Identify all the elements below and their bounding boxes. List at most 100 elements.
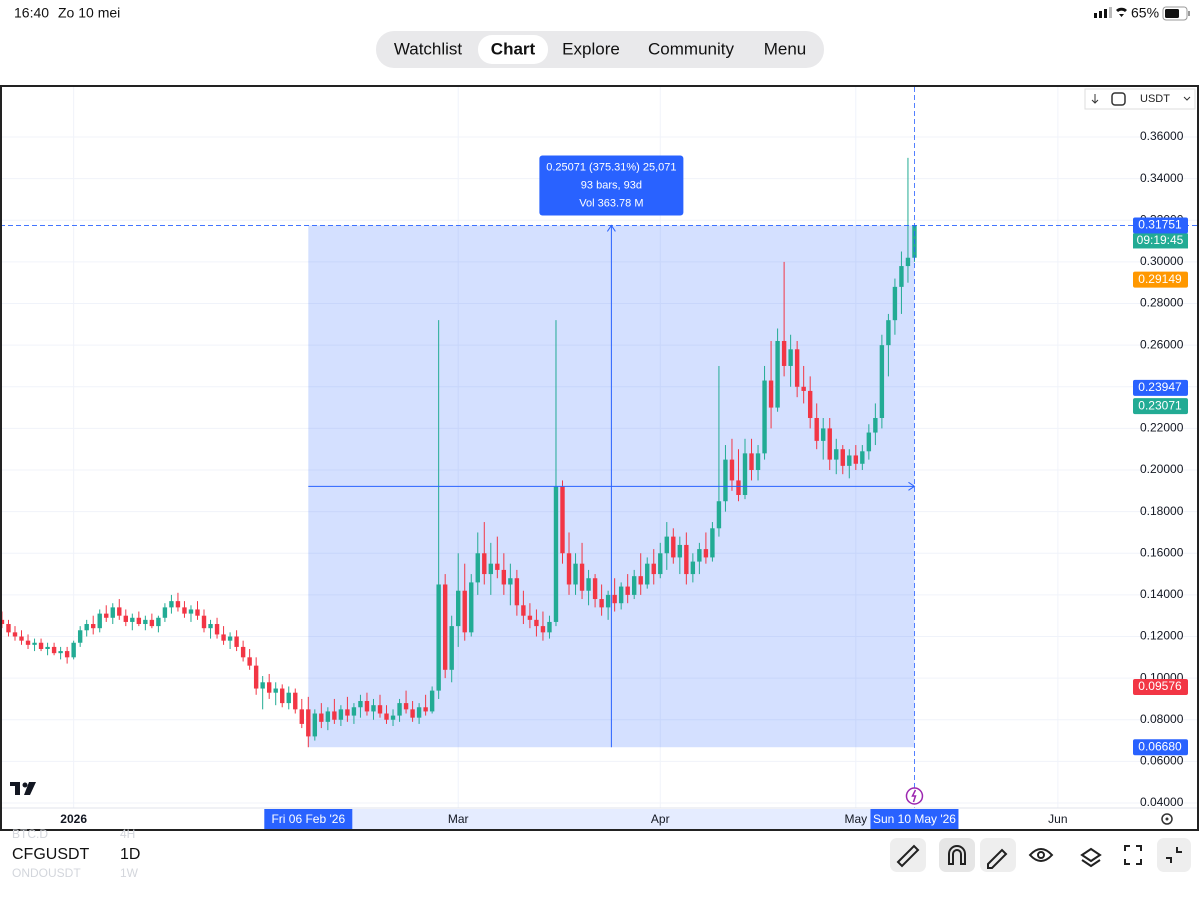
candle-body <box>768 380 774 408</box>
candle-body <box>801 386 806 391</box>
crosshair-x-label: Fri 06 Feb '26 <box>271 812 345 826</box>
candle-body <box>319 713 324 722</box>
candle-body <box>599 599 604 608</box>
candle-body <box>345 709 350 716</box>
candle-body <box>332 711 337 720</box>
nav-tab[interactable]: Explore <box>562 39 620 58</box>
currency[interactable]: USDT <box>1140 93 1170 105</box>
dropdown-arrow[interactable] <box>1183 96 1191 101</box>
candle-body <box>710 528 715 558</box>
candle-body <box>579 563 585 591</box>
candle-body <box>110 607 115 618</box>
magnet-icon <box>948 845 966 865</box>
x-tick-label: 2026 <box>60 812 87 826</box>
toolbar-icons <box>890 838 1191 872</box>
candle-body <box>169 601 174 608</box>
nav-tabs: Watchlist Chart Explore Community Menu <box>394 35 806 64</box>
price-label: 0.29149 <box>1138 272 1182 286</box>
scale-icon[interactable] <box>1111 92 1126 106</box>
status-time: 16:40 <box>14 5 49 21</box>
candle-body <box>658 553 663 575</box>
candle-body <box>221 634 226 641</box>
candle-body <box>97 613 102 629</box>
candle-body <box>612 594 617 604</box>
candle-body <box>449 626 454 670</box>
price-label: 0.09576 <box>1138 679 1182 693</box>
candle-body <box>416 707 422 718</box>
measure-tooltip-line: 0.25071 (375.31%) 25,071 <box>546 161 676 173</box>
candle-body <box>51 646 57 654</box>
candle-body <box>6 624 11 633</box>
candle-body <box>214 624 220 635</box>
candle-body <box>175 601 181 608</box>
price-label: 0.23947 <box>1138 380 1182 394</box>
symbol-interval[interactable]: 4H <box>120 827 135 841</box>
nav-tab[interactable]: Menu <box>764 39 807 58</box>
collapse-button[interactable] <box>1157 838 1191 872</box>
candle-body <box>521 605 526 616</box>
status-icons <box>1094 7 1127 18</box>
candle-body <box>462 590 467 633</box>
nav-tab[interactable]: Chart <box>491 39 536 58</box>
collapse-icon <box>1166 847 1182 863</box>
candle-body <box>573 563 578 585</box>
candle-body <box>723 459 728 502</box>
countdown-bg <box>1133 233 1188 249</box>
price-label-bg <box>1133 271 1188 288</box>
candle-body <box>547 621 552 633</box>
candle-body <box>892 286 898 321</box>
candle-body <box>814 417 819 441</box>
candle-body <box>905 257 911 267</box>
candle-body <box>625 586 630 595</box>
symbol-name[interactable]: BTC.D <box>12 827 48 841</box>
y-tick-label: 0.08000 <box>1140 712 1184 726</box>
candle-body <box>208 624 213 629</box>
price-label-bg <box>1133 398 1188 415</box>
magnet-button[interactable] <box>939 838 975 872</box>
candle-body <box>540 626 546 633</box>
arrow-icon[interactable] <box>1091 94 1099 104</box>
candle-body <box>260 682 265 689</box>
candle-body <box>280 688 285 704</box>
nav-tab[interactable]: Watchlist <box>394 39 463 58</box>
candle-body <box>534 619 539 627</box>
candle-body <box>38 642 44 649</box>
candle-body <box>742 453 748 495</box>
candle-body <box>403 703 409 710</box>
crosshair-x-label: Sun 10 May '26 <box>873 812 956 826</box>
nav-tab[interactable]: Community <box>648 39 734 58</box>
candle-body <box>77 630 83 643</box>
symbol-name[interactable]: ONDOUSDT <box>12 866 81 880</box>
candle-body <box>273 688 278 693</box>
candle-body <box>586 578 591 591</box>
candle-body <box>136 617 142 625</box>
candle-body <box>2 619 5 625</box>
candle-body <box>325 711 331 722</box>
candle-body <box>397 703 402 716</box>
candle-body <box>879 345 885 418</box>
candle-body <box>860 451 865 464</box>
candle-body <box>553 486 559 622</box>
candle-body <box>794 349 800 387</box>
candle-body <box>234 636 239 647</box>
candle-body <box>755 453 761 471</box>
layers-icon[interactable] <box>1080 847 1102 868</box>
candle-body <box>508 578 513 585</box>
y-tick-label: 0.04000 <box>1140 795 1184 809</box>
replay-bolt <box>911 789 917 803</box>
plot-area <box>2 87 1197 808</box>
symbol-interval[interactable]: 1D <box>120 846 140 863</box>
x-tick-label: Jun <box>1048 812 1067 826</box>
candle-body <box>697 549 702 562</box>
symbol-name[interactable]: CFGUSDT <box>12 846 90 863</box>
eye-icon[interactable] <box>1028 848 1054 862</box>
ruler-button[interactable] <box>890 838 926 872</box>
settings-icon[interactable] <box>1161 813 1173 825</box>
symbol-interval[interactable]: 1W <box>120 866 139 880</box>
candle-body <box>423 707 428 712</box>
candle-body <box>495 563 500 570</box>
crosshair-x-label-bg <box>264 809 353 829</box>
fullscreen-icon[interactable] <box>1124 845 1142 865</box>
candle-body <box>104 613 109 618</box>
